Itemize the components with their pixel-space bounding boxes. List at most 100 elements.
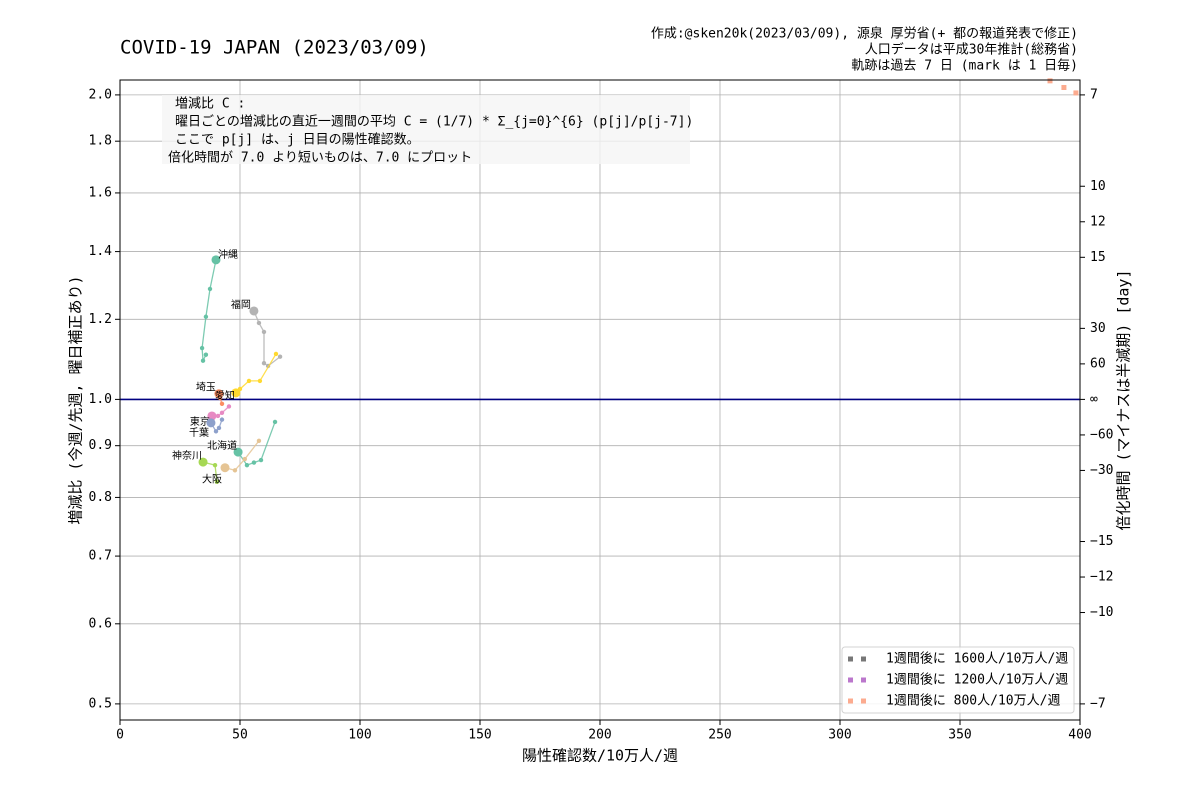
y-tick-label: 2.0 bbox=[89, 87, 112, 102]
point-label: 福岡 bbox=[231, 298, 251, 311]
point bbox=[272, 419, 278, 425]
x-tick-label: 100 bbox=[348, 728, 371, 743]
y-tick-label: 1.6 bbox=[89, 185, 112, 200]
y-axis-label: 増減比 (今週/先週, 曜日補正あり) bbox=[67, 275, 85, 524]
reference-point bbox=[1061, 84, 1067, 90]
reference-point bbox=[1047, 78, 1053, 84]
annotation-text: 倍化時間が 7.0 より短いものは、7.0 にプロット bbox=[168, 151, 472, 166]
point-label: 神奈川 bbox=[172, 449, 202, 462]
y2-axis-label: 倍化時間 (マイナスは半減期) [day] bbox=[1115, 270, 1133, 531]
y2-tick-label: −7 bbox=[1090, 696, 1106, 711]
point bbox=[256, 438, 262, 444]
y2-tick-label: 60 bbox=[1090, 356, 1106, 371]
trajectory bbox=[224, 440, 260, 472]
point bbox=[233, 447, 243, 457]
point-label: 北海道 bbox=[207, 439, 237, 452]
legend-swatch bbox=[861, 698, 866, 704]
point bbox=[246, 378, 252, 384]
point bbox=[198, 457, 208, 467]
point bbox=[261, 360, 267, 366]
x-tick-label: 250 bbox=[708, 728, 731, 743]
legend-swatch bbox=[848, 677, 853, 683]
point bbox=[219, 401, 225, 407]
annotation-text: 増減比 C : bbox=[175, 96, 245, 112]
point bbox=[214, 389, 224, 399]
point bbox=[206, 418, 216, 428]
annotation-box bbox=[162, 95, 690, 164]
annotation-text: 曜日ごとの増減比の直近一週間の平均 C = (1/7) * Σ_{j=0}^{6… bbox=[175, 114, 693, 130]
y-tick-label: 1.4 bbox=[89, 244, 113, 259]
point-label: 千葉 bbox=[189, 426, 209, 439]
point bbox=[219, 417, 225, 422]
legend-swatch bbox=[861, 656, 866, 662]
x-tick-label: 200 bbox=[588, 728, 611, 743]
point bbox=[212, 462, 218, 468]
x-tick-label: 0 bbox=[116, 728, 124, 743]
point bbox=[258, 457, 264, 463]
point bbox=[199, 345, 205, 351]
y-tick-label: 0.6 bbox=[89, 616, 112, 631]
point bbox=[256, 320, 262, 326]
point bbox=[207, 286, 213, 292]
x-tick-label: 50 bbox=[232, 728, 248, 743]
y-tick-label: 0.5 bbox=[89, 696, 112, 711]
y2-tick-label: −10 bbox=[1090, 605, 1113, 620]
point bbox=[232, 468, 238, 473]
point bbox=[219, 410, 225, 415]
point bbox=[207, 411, 217, 421]
point bbox=[242, 456, 247, 462]
y2-tick-label: −30 bbox=[1090, 463, 1113, 478]
y2-tick-label: 7 bbox=[1090, 87, 1098, 102]
y-tick-label: 0.8 bbox=[89, 490, 112, 505]
legend-swatch bbox=[848, 698, 853, 704]
y2-tick-label: −15 bbox=[1090, 534, 1113, 549]
annotation-text: ここで p[j] は、j 日目の陽性確認数。 bbox=[175, 132, 420, 148]
x-tick-label: 150 bbox=[468, 728, 491, 743]
x-tick-label: 300 bbox=[828, 728, 851, 743]
legend-label: 1週間後に 1600人/10万人/週 bbox=[886, 652, 1068, 667]
legend-swatch bbox=[861, 677, 866, 683]
point-label: 愛知 bbox=[215, 389, 235, 402]
y2-tick-label: 12 bbox=[1090, 214, 1106, 229]
y-tick-label: 1.0 bbox=[89, 392, 112, 407]
point bbox=[216, 425, 222, 431]
legend-swatch bbox=[848, 656, 853, 662]
point bbox=[257, 378, 263, 384]
point bbox=[213, 429, 219, 434]
x-tick-label: 350 bbox=[948, 728, 971, 743]
credit: 作成:@sken20k(2023/03/09), 源泉 厚労省(+ 都の報道発表… bbox=[651, 26, 1078, 42]
y2-tick-label: ∞ bbox=[1090, 392, 1098, 407]
point-label: 沖縄 bbox=[218, 248, 238, 261]
point bbox=[211, 255, 221, 265]
y2-tick-label: 10 bbox=[1090, 179, 1106, 194]
point bbox=[215, 413, 221, 419]
y2-tick-label: 15 bbox=[1090, 250, 1106, 265]
point bbox=[251, 460, 257, 465]
legend-box bbox=[841, 646, 1075, 714]
point bbox=[231, 388, 241, 398]
axes-frame bbox=[119, 79, 1081, 721]
chart-title: COVID-19 JAPAN (2023/03/09) bbox=[120, 37, 429, 59]
point bbox=[200, 358, 206, 363]
point bbox=[273, 351, 279, 357]
x-axis-label: 陽性確認数/10万人/週 bbox=[522, 747, 678, 765]
y-tick-label: 0.9 bbox=[89, 438, 112, 453]
y-tick-label: 0.7 bbox=[89, 549, 112, 564]
legend-label: 1週間後に 1200人/10万人/週 bbox=[886, 673, 1068, 688]
y2-tick-label: 30 bbox=[1090, 321, 1106, 336]
point-label: 埼玉 bbox=[196, 381, 216, 394]
x-tick-label: 400 bbox=[1068, 728, 1091, 743]
point bbox=[244, 462, 250, 468]
point bbox=[277, 354, 283, 359]
point bbox=[261, 329, 267, 335]
legend-label: 1週間後に 800人/10万人/週 bbox=[886, 694, 1060, 709]
point bbox=[203, 352, 209, 357]
point bbox=[214, 479, 220, 484]
point-label: 大阪 bbox=[202, 473, 222, 486]
credit: 軌跡は過去 7 日 (mark は 1 日毎) bbox=[851, 58, 1078, 74]
reference-point bbox=[1073, 90, 1079, 96]
trajectory bbox=[210, 419, 223, 433]
point-label: 東京 bbox=[190, 415, 210, 428]
point bbox=[203, 314, 209, 319]
